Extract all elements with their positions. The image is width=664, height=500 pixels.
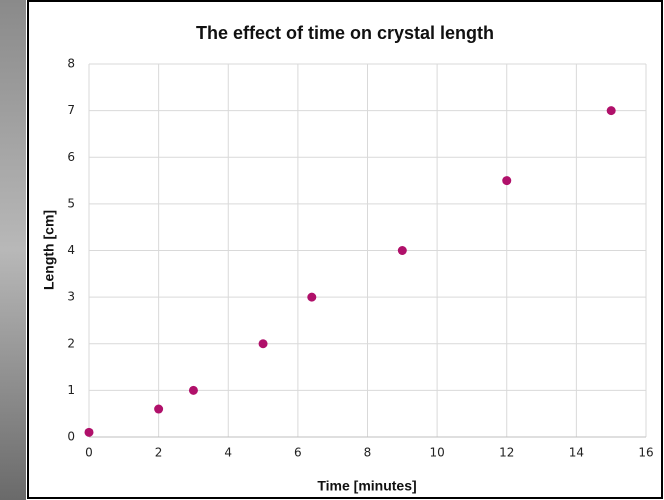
x-axis-title: Time [minutes] bbox=[317, 478, 416, 494]
chart-title: The effect of time on crystal length bbox=[196, 23, 494, 43]
background-photo bbox=[0, 0, 26, 500]
y-tick-label: 7 bbox=[67, 103, 75, 117]
x-tick-label: 8 bbox=[364, 446, 372, 460]
x-tick-label: 6 bbox=[294, 446, 302, 460]
y-tick-label: 6 bbox=[67, 150, 75, 164]
point bbox=[258, 339, 268, 349]
y-tick-label: 1 bbox=[67, 383, 75, 397]
x-tick-label: 4 bbox=[224, 446, 232, 460]
x-tick-label: 14 bbox=[569, 446, 584, 460]
x-tick-label: 0 bbox=[85, 446, 93, 460]
x-tick-label: 2 bbox=[155, 446, 163, 460]
chart-frame bbox=[27, 0, 663, 499]
x-tick-label: 16 bbox=[638, 446, 653, 460]
y-tick-label: 5 bbox=[67, 196, 75, 210]
point bbox=[502, 176, 512, 186]
point bbox=[606, 106, 616, 116]
y-tick-label: 3 bbox=[67, 290, 75, 304]
point bbox=[307, 292, 317, 302]
y-tick-label: 8 bbox=[67, 57, 75, 71]
y-tick-label: 0 bbox=[67, 430, 75, 444]
y-tick-label: 4 bbox=[67, 243, 75, 257]
point bbox=[84, 427, 94, 437]
x-tick-label: 10 bbox=[429, 446, 444, 460]
x-tick-label: 12 bbox=[499, 446, 514, 460]
y-axis-title: Length [cm] bbox=[41, 210, 57, 290]
point bbox=[154, 404, 164, 414]
y-tick-label: 2 bbox=[67, 336, 75, 350]
point bbox=[397, 246, 407, 255]
point bbox=[188, 385, 198, 395]
